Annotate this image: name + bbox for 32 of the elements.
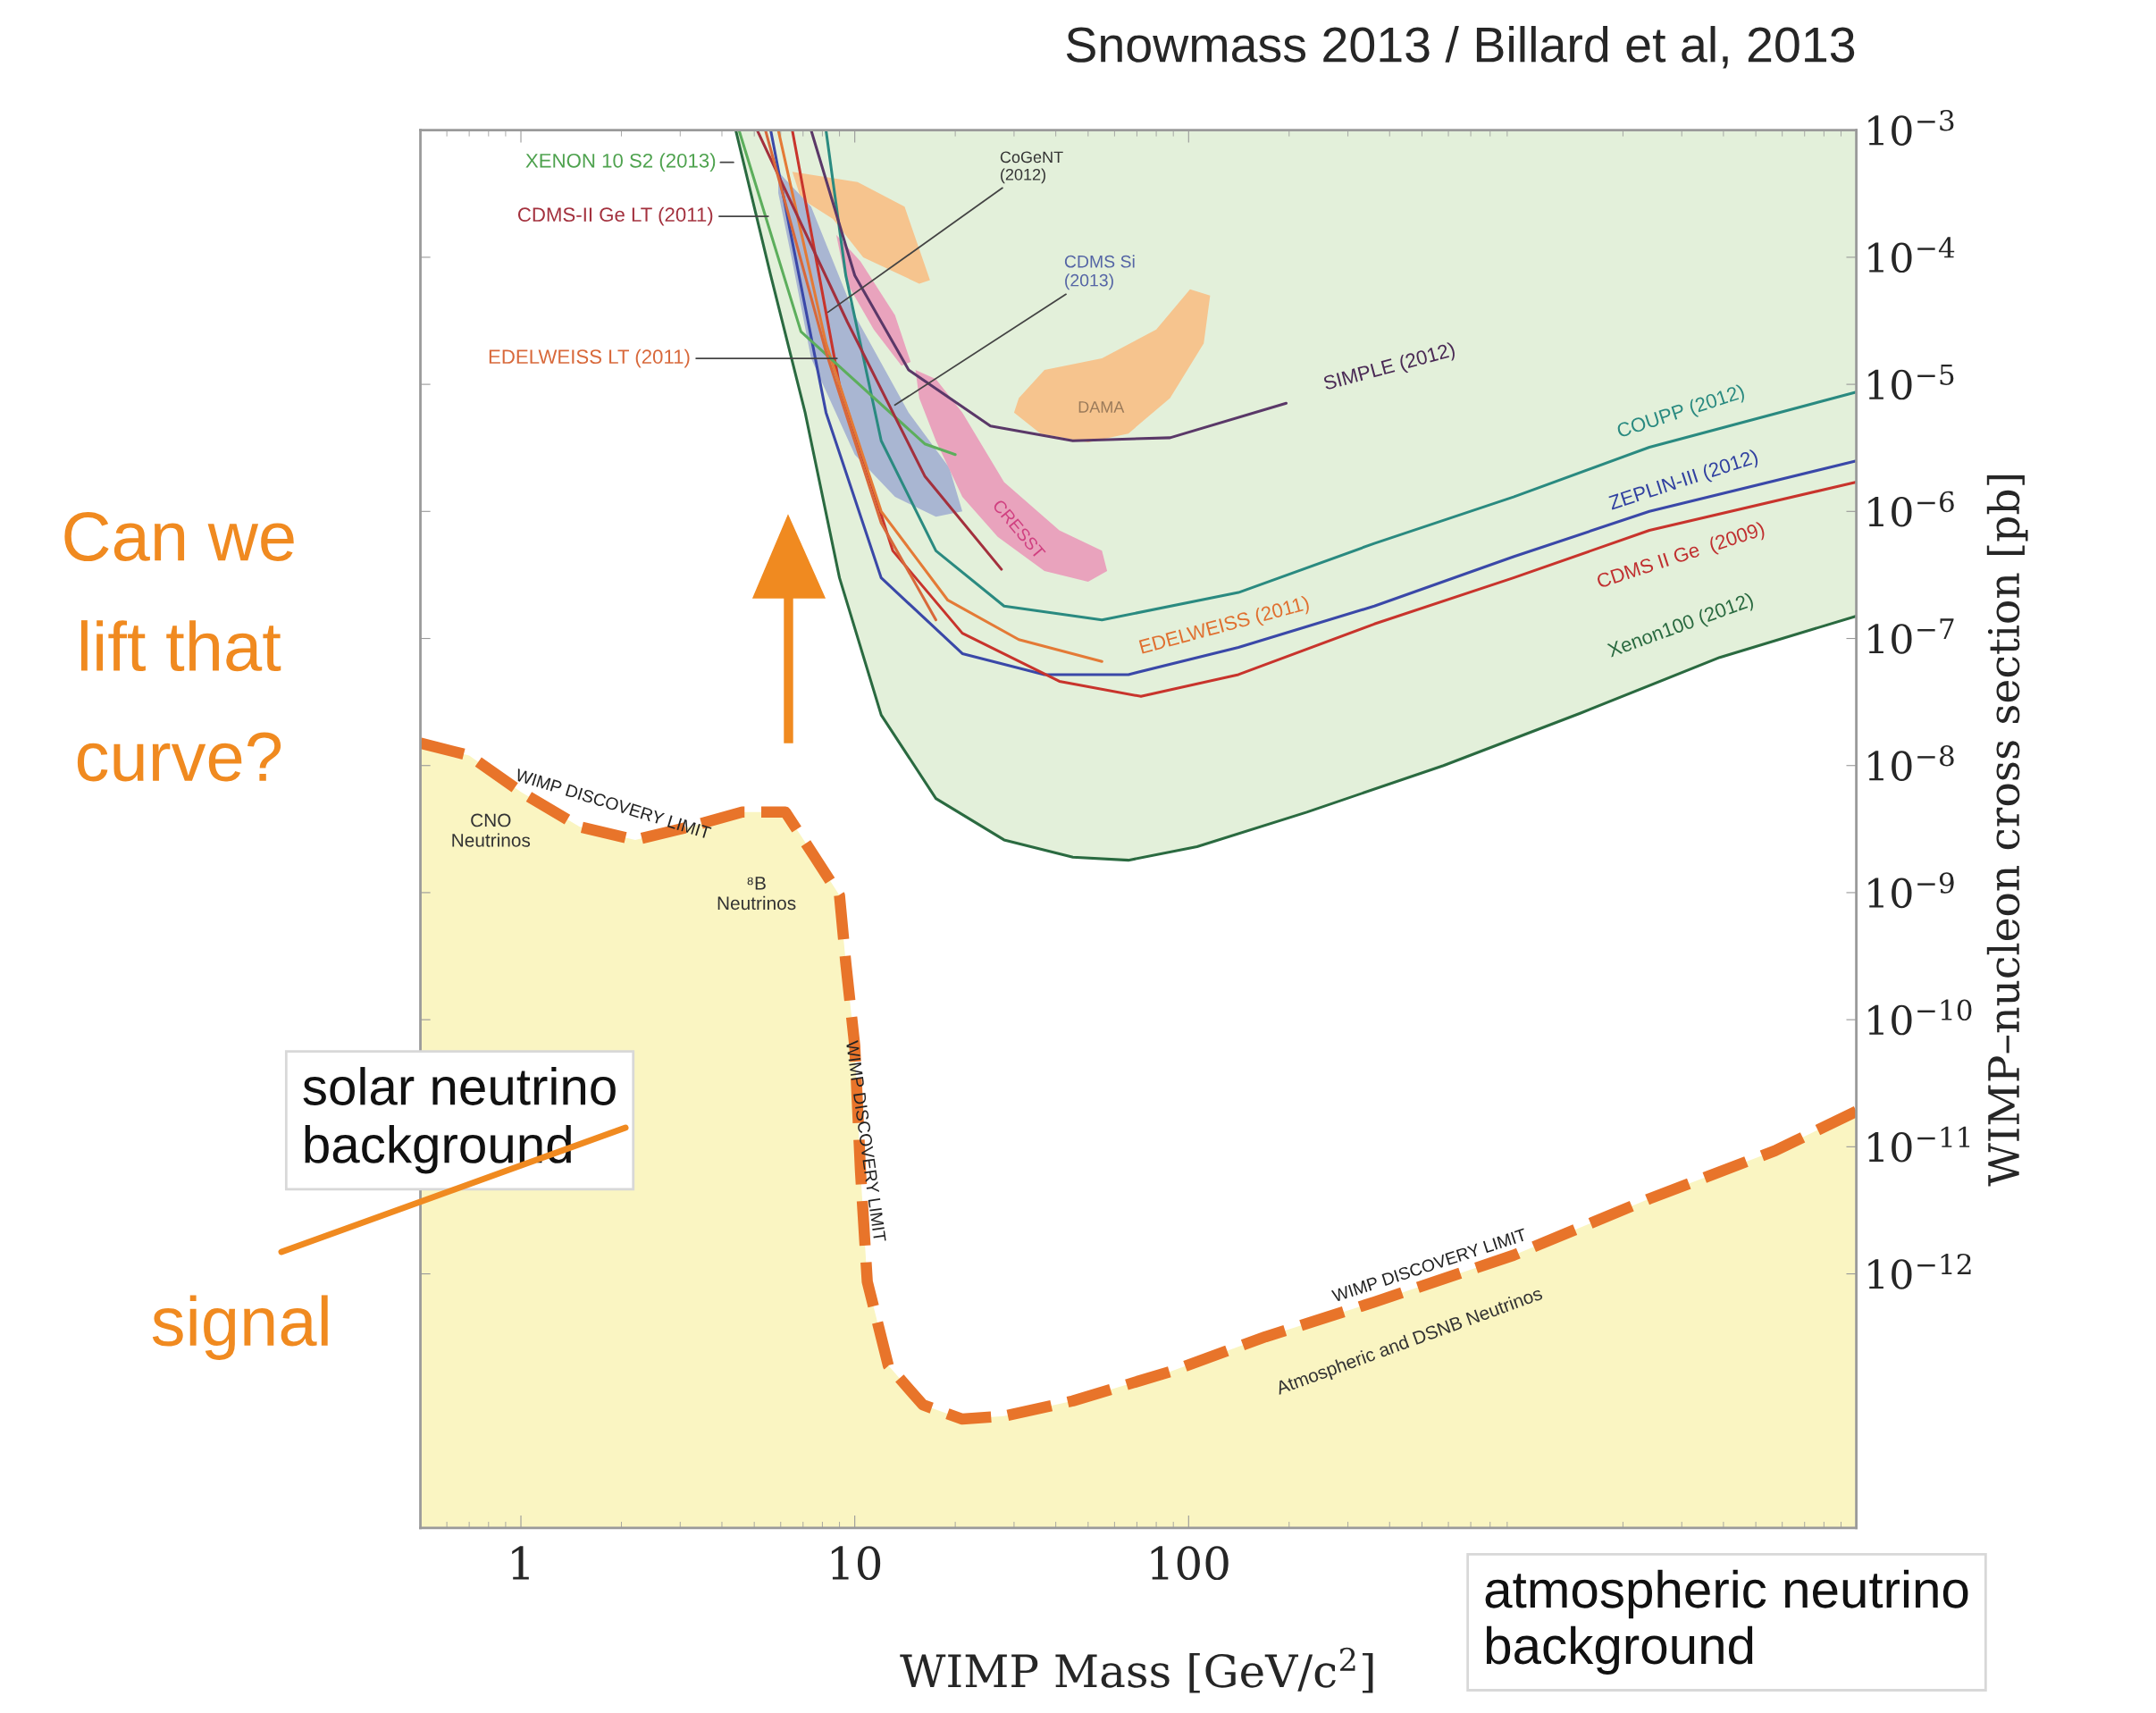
y-tick-label: 10$^{−12}$: [1868, 1253, 1971, 1289]
annotation: EDELWEISS LT (2011): [489, 348, 690, 368]
annotation: DAMA: [1078, 401, 1125, 413]
annotation: CDMS-II Ge LT (2011): [517, 206, 713, 226]
annotation: SIMPLE (2012): [1322, 341, 1457, 395]
y-tick-label: 10$^{−4}$: [1868, 237, 1955, 273]
x-tick-label: 10: [831, 1546, 881, 1581]
y-axis-title: WIMP–nucleon cross section [pb]: [1986, 474, 2028, 1187]
text: signal: [152, 1295, 328, 1360]
y-tick-label: 10$^{−7}$: [1868, 618, 1954, 654]
y-tick-label: 10$^{−5}$: [1868, 364, 1954, 400]
y-tick-label: 10$^{−8}$: [1868, 745, 1954, 781]
y-tick-label: 10$^{−6}$: [1868, 491, 1954, 527]
chart-title: Snowmass 2013 / Billard et al, 2013: [1066, 26, 1855, 69]
y-tick-label: 10$^{−3}$: [1868, 110, 1954, 146]
y-tick-label: 10$^{−10}$: [1868, 999, 1972, 1036]
text: atmospheric neutrino background: [1485, 1569, 1968, 1675]
annotation: CNO Neutrinos: [452, 813, 531, 847]
text: Can we lift that curve?: [64, 511, 294, 782]
annotation: XENON 10 S2 (2013): [525, 153, 716, 172]
x-tick-label: 1: [512, 1546, 529, 1580]
y-tick-label: 10$^{−11}$: [1868, 1126, 1970, 1163]
annotation: CDMS II Ge (2009): [1596, 521, 1766, 592]
annotation: CDMS Si (2013): [1064, 255, 1135, 290]
annotation: solar neutrino background: [303, 1067, 616, 1174]
y-tick-label: 10$^{−9}$: [1868, 872, 1954, 909]
annotation: COUPP (2012): [1615, 383, 1747, 442]
annotation: ⁸B Neutrinos: [717, 877, 796, 911]
annotation: CoGeNT (2012): [1000, 151, 1063, 184]
x-axis-title: WIMP Mass [GeV/c$^{2}$]: [900, 1647, 1373, 1693]
annotation: WIMP DISCOVERY LIMIT: [845, 1039, 886, 1243]
x-tick-label: 100: [1151, 1546, 1229, 1581]
